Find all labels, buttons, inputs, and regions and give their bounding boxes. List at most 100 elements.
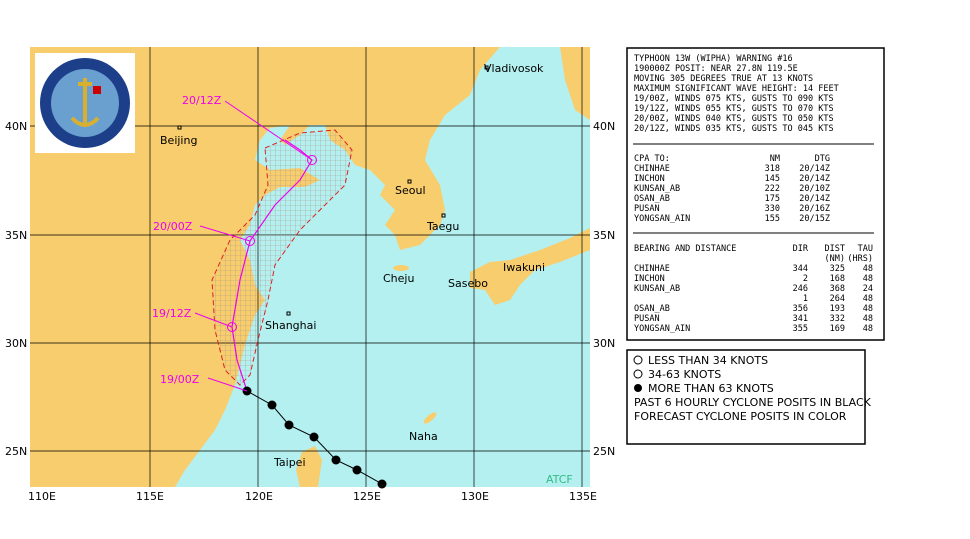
legend-box: [626, 349, 866, 445]
lat-label: 40N: [5, 120, 27, 133]
bearing-cell: 332: [830, 314, 845, 324]
cpa-header: DTG: [815, 154, 830, 164]
place-label: Vladivosok: [484, 62, 544, 75]
cpa-cell: 20/15Z: [799, 214, 830, 224]
warning-line: MOVING 305 DEGREES TRUE AT 13 KNOTS: [634, 74, 813, 84]
forecast-track: [231, 139, 313, 392]
bearing-header: TAU: [858, 244, 873, 254]
cpa-header: CPA TO:: [634, 154, 670, 164]
cpa-cell: 20/10Z: [799, 184, 830, 194]
cpa-cell: YONGSAN_AIN: [634, 214, 690, 224]
bearing-header: DIR: [793, 244, 809, 254]
cpa-cell: OSAN_AB: [634, 194, 670, 204]
place-label: Taipei: [273, 456, 306, 469]
time-label: 19/12Z: [152, 307, 192, 320]
warning-line: MAXIMUM SIGNIFICANT WAVE HEIGHT: 14 FEET: [634, 84, 839, 94]
place-label: Iwakuni: [503, 261, 545, 274]
place-label: Taegu: [426, 220, 459, 233]
cheju-island: [393, 265, 409, 271]
warning-line: TYPHOON 13W (WIPHA) WARNING #16: [634, 54, 793, 64]
lon-label: 125E: [353, 490, 381, 503]
bearing-cell: 2: [803, 274, 808, 284]
bearing-cell: 169: [830, 324, 845, 334]
time-label: 20/12Z: [182, 94, 222, 107]
bearing-cell: 344: [793, 264, 808, 274]
bearing-cell: 48: [863, 314, 873, 324]
grid: [30, 47, 590, 487]
bearing-cell: 48: [863, 304, 873, 314]
time-leaders: [194, 100, 313, 392]
cpa-cell: 20/14Z: [799, 194, 830, 204]
warning-line: 190000Z POSIT: NEAR 27.8N 119.5E: [634, 64, 798, 74]
okinawa: [423, 412, 437, 424]
warning-line: 20/12Z, WINDS 035 KTS, GUSTS TO 045 KTS: [634, 124, 834, 134]
cpa-header: NM: [770, 154, 780, 164]
bearing-cell: 1: [803, 294, 808, 304]
cpa-cell: 155: [765, 214, 780, 224]
bearing-subheader: (HRS): [847, 254, 873, 264]
cpa-cell: 145: [765, 174, 780, 184]
place-label: Cheju: [383, 272, 414, 285]
bearing-cell: 48: [863, 264, 873, 274]
warning-line: 19/12Z, WINDS 055 KTS, GUSTS TO 070 KTS: [634, 104, 834, 114]
place-label: Seoul: [395, 184, 426, 197]
bearing-cell: 368: [830, 284, 845, 294]
place-label: Shanghai: [265, 319, 316, 332]
cpa-cell: PUSAN: [634, 204, 660, 214]
lon-label: 130E: [461, 490, 489, 503]
bearing-cell: 246: [793, 284, 808, 294]
legend-symbol: [634, 384, 642, 392]
cpa-cell: 222: [765, 184, 780, 194]
bearing-header: BEARING AND DISTANCE: [634, 244, 736, 254]
cpa-cell: 330: [765, 204, 780, 214]
bearing-subheader: (NM): [825, 254, 845, 264]
legend-label: FORECAST CYCLONE POSITS IN COLOR: [634, 410, 847, 423]
bearing-header: DIST: [825, 244, 845, 254]
bearing-cell: 355: [793, 324, 808, 334]
bearing-cell: INCHON: [634, 274, 665, 284]
lat-label: 30N: [5, 337, 27, 350]
warning-line: 19/00Z, WINDS 075 KTS, GUSTS TO 090 KTS: [634, 94, 834, 104]
cpa-cell: 20/14Z: [799, 164, 830, 174]
legend-label: MORE THAN 63 KNOTS: [648, 382, 774, 395]
cpa-cell: 20/16Z: [799, 204, 830, 214]
time-label: 20/00Z: [153, 220, 193, 233]
lon-label: 120E: [245, 490, 273, 503]
bearing-cell: YONGSAN_AIN: [634, 324, 690, 334]
warning-panel: [626, 47, 885, 341]
bearing-cell: 48: [863, 274, 873, 284]
city-dots: [177, 65, 489, 316]
lat-label: 40N: [593, 120, 615, 133]
lat-label: 25N: [593, 445, 615, 458]
time-label: 19/00Z: [160, 373, 200, 386]
cpa-cell: 175: [765, 194, 780, 204]
time-labels: 20/12Z 20/00Z 19/12Z 19/00Z: [152, 94, 222, 386]
bearing-cell: 325: [830, 264, 845, 274]
bearing-cell: 193: [830, 304, 845, 314]
warning-line: 20/00Z, WINDS 040 KTS, GUSTS TO 050 KTS: [634, 114, 834, 124]
lat-label: 30N: [593, 337, 615, 350]
taiwan: [296, 446, 322, 487]
bearing-cell: 48: [863, 294, 873, 304]
bearing-cell: 24: [863, 284, 873, 294]
legend-label: LESS THAN 34 KNOTS: [648, 354, 768, 367]
lon-label: 135E: [569, 490, 597, 503]
lon-label: 115E: [136, 490, 164, 503]
japan: [470, 228, 590, 305]
bearing-cell: 168: [830, 274, 845, 284]
place-label: Beijing: [160, 134, 197, 147]
lon-label: 110E: [28, 490, 56, 503]
legend-label: 34-63 KNOTS: [648, 368, 721, 381]
logo: [35, 53, 135, 153]
place-label: Sasebo: [448, 277, 488, 290]
bearing-cell: CHINHAE: [634, 264, 670, 274]
bearing-cell: 264: [830, 294, 845, 304]
axis-labels: 40N 35N 30N 25N 40N 35N 30N 25N 110E 115…: [5, 120, 615, 503]
lat-label: 35N: [593, 229, 615, 242]
lat-label: 25N: [5, 445, 27, 458]
cpa-cell: KUNSAN_AB: [634, 184, 680, 194]
lat-label: 35N: [5, 229, 27, 242]
